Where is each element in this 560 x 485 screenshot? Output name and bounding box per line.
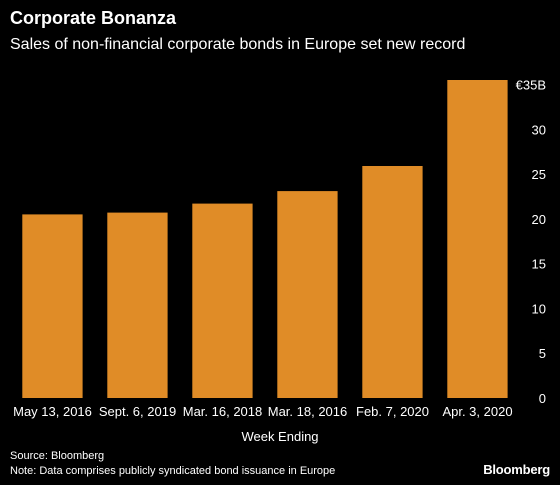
y-tick-label: 0: [539, 391, 546, 406]
x-tick-label: Apr. 3, 2020: [442, 404, 512, 419]
bar: [192, 203, 253, 398]
chart-title: Corporate Bonanza: [10, 8, 177, 28]
y-tick-label: €35B: [516, 78, 546, 93]
y-tick-label: 30: [532, 122, 546, 137]
bar: [362, 166, 423, 398]
y-axis: 0 5 10 15 20 25 30 €35B: [516, 78, 546, 407]
bar: [107, 212, 168, 398]
y-tick-label: 10: [532, 301, 546, 316]
bar: [22, 214, 83, 398]
y-tick-label: 25: [532, 167, 546, 182]
bars-group: [22, 80, 508, 398]
bar: [277, 191, 338, 398]
x-tick-label: Mar. 18, 2016: [268, 404, 348, 419]
source-note: Source: Bloomberg: [10, 450, 105, 462]
y-tick-label: 15: [532, 257, 546, 272]
bloomberg-logo: Bloomberg: [483, 462, 550, 477]
x-tick-label: May 13, 2016: [13, 404, 92, 419]
x-axis: May 13, 2016 Sept. 6, 2019 Mar. 16, 2018 Ma…: [13, 404, 512, 419]
bar: [447, 80, 508, 398]
y-tick-label: 5: [539, 346, 546, 361]
y-tick-label: 20: [532, 212, 546, 227]
x-tick-label: Sept. 6, 2019: [99, 404, 176, 419]
chart-subtitle: Sales of non-financial corporate bonds i…: [10, 36, 466, 53]
x-tick-label: Mar. 16, 2018: [183, 404, 263, 419]
x-axis-label: Week Ending: [241, 429, 318, 444]
data-note: Note: Data comprises publicly syndicated…: [10, 465, 336, 477]
x-tick-label: Feb. 7, 2020: [356, 404, 429, 419]
